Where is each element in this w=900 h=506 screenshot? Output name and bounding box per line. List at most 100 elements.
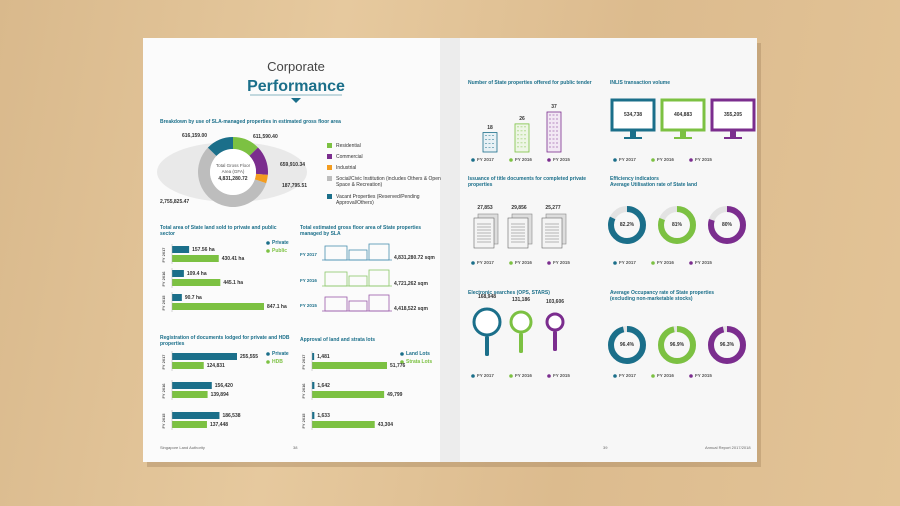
donut-hole (210, 149, 256, 195)
footer-text: Annual Report 2017/2018 (705, 445, 751, 450)
section-title: Issuance of title documents for complete… (468, 176, 587, 188)
year-label: FY 2015 (161, 413, 166, 429)
legend-dot (613, 261, 617, 265)
section-title: Total estimated gross floor area of Stat… (300, 225, 422, 237)
year-label: FY 2016 (657, 373, 674, 378)
doc-value: 29,856 (511, 205, 527, 211)
donut-value-label: 2,755,825.47 (160, 199, 190, 205)
year-label: FY 2017 (619, 373, 636, 378)
bar-value-label: 90.7 ha (184, 294, 202, 301)
monitor-base (624, 137, 642, 139)
search-value: 103,606 (545, 299, 565, 305)
legend-dot (689, 261, 693, 265)
year-label: FY 2016 (301, 383, 306, 399)
ring-label: 96.9% (669, 342, 685, 348)
legend-dot (509, 261, 513, 265)
ring-arc (708, 326, 746, 364)
year-label: FY 2017 (477, 157, 494, 162)
monitor (610, 98, 656, 132)
donut-segment (233, 137, 258, 156)
year-label: FY 2016 (300, 278, 317, 283)
legend-label: Residential (336, 143, 361, 149)
legend-dot (509, 374, 513, 378)
year-label: FY 2016 (515, 157, 532, 162)
bar-value-label: 157.56 ha (192, 246, 215, 253)
bar (172, 421, 207, 428)
monitor-value: 534,738 (623, 112, 643, 118)
bar (312, 412, 315, 419)
legend-label: Vacant Properties (Reserved/Pending Appr… (336, 194, 420, 206)
legend-label: Private (272, 240, 289, 246)
ring-label: 82.2% (619, 222, 635, 228)
legend-dot (651, 261, 655, 265)
legend-label: Industrial (336, 165, 357, 171)
section-title: Number of State properties offered for p… (468, 80, 592, 86)
magnifier-handle (519, 333, 523, 353)
legend-dot (266, 241, 270, 245)
legend-dot (400, 352, 404, 356)
bar-value-label: 186,538 (222, 412, 241, 419)
ring-label: 81% (671, 222, 682, 228)
legend-swatch (327, 176, 332, 181)
bar (172, 391, 208, 398)
bar (172, 382, 212, 389)
donut-segment (249, 147, 268, 175)
year-label: FY 2017 (161, 354, 166, 370)
year-label: FY 2017 (477, 260, 494, 265)
legend-swatch (327, 154, 332, 159)
monitor-base (724, 137, 742, 139)
bar (172, 294, 182, 301)
page-number: 39 (603, 445, 608, 450)
legend-label: Social/Civic Institution (includes Other… (336, 176, 441, 188)
bar-value-label: 51,776 (390, 362, 406, 369)
magnifier-lens (472, 307, 502, 337)
bar-value-label: 445.1 ha (223, 279, 244, 286)
legend-label: Strata Lots (406, 359, 433, 365)
donut-total: 4,831,280.72 (218, 176, 248, 182)
bar (172, 246, 190, 253)
legend-swatch (327, 194, 332, 199)
legend-dot (547, 261, 551, 265)
ring-arc (608, 206, 646, 244)
bar (312, 382, 315, 389)
monitor-value: 404,883 (673, 112, 693, 118)
year-label: FY 2017 (619, 157, 636, 162)
monitor-stand (730, 131, 736, 137)
ring-label: 80% (721, 222, 732, 228)
bar-value-label: 139,894 (210, 391, 229, 398)
year-label: FY 2016 (161, 271, 166, 287)
bar-value-label: 49,799 (387, 391, 403, 398)
legend-dot (266, 249, 270, 253)
bar-value-label: 156,420 (214, 382, 233, 389)
legend-label: Commercial (336, 154, 363, 160)
bar (312, 391, 385, 398)
magnifier-lens (509, 310, 533, 334)
legend-dot (471, 261, 475, 265)
bar-value-label: 137,448 (209, 421, 229, 428)
page-title: Corporate (267, 59, 325, 74)
legend-dot (613, 158, 617, 162)
legend-label: HDB (272, 359, 283, 365)
year-label: FY 2015 (695, 157, 712, 162)
year-label: FY 2015 (553, 260, 570, 265)
year-label: FY 2015 (553, 157, 570, 162)
footer-text: Singapore Land Authority (160, 445, 205, 450)
legend-dot (266, 360, 270, 364)
section-subtitle: Average Utilisation rate of State land (610, 182, 698, 188)
bar (312, 362, 387, 369)
right-page (450, 38, 757, 462)
monitor (660, 98, 706, 132)
bar (172, 279, 221, 286)
legend-dot (651, 158, 655, 162)
donut-value-label: 659,910.34 (280, 162, 306, 168)
title-arrow (291, 98, 301, 103)
legend-dot (509, 158, 513, 162)
year-label: FY 2015 (553, 373, 570, 378)
gfa-value: 4,721,262 sqm (394, 281, 428, 287)
ring-arc (658, 326, 696, 364)
gfa-value: 4,831,280.72 sqm (394, 255, 435, 261)
year-label: FY 2016 (515, 373, 532, 378)
doc-value: 27,853 (477, 205, 493, 211)
legend-label: Land Lots (406, 351, 430, 357)
